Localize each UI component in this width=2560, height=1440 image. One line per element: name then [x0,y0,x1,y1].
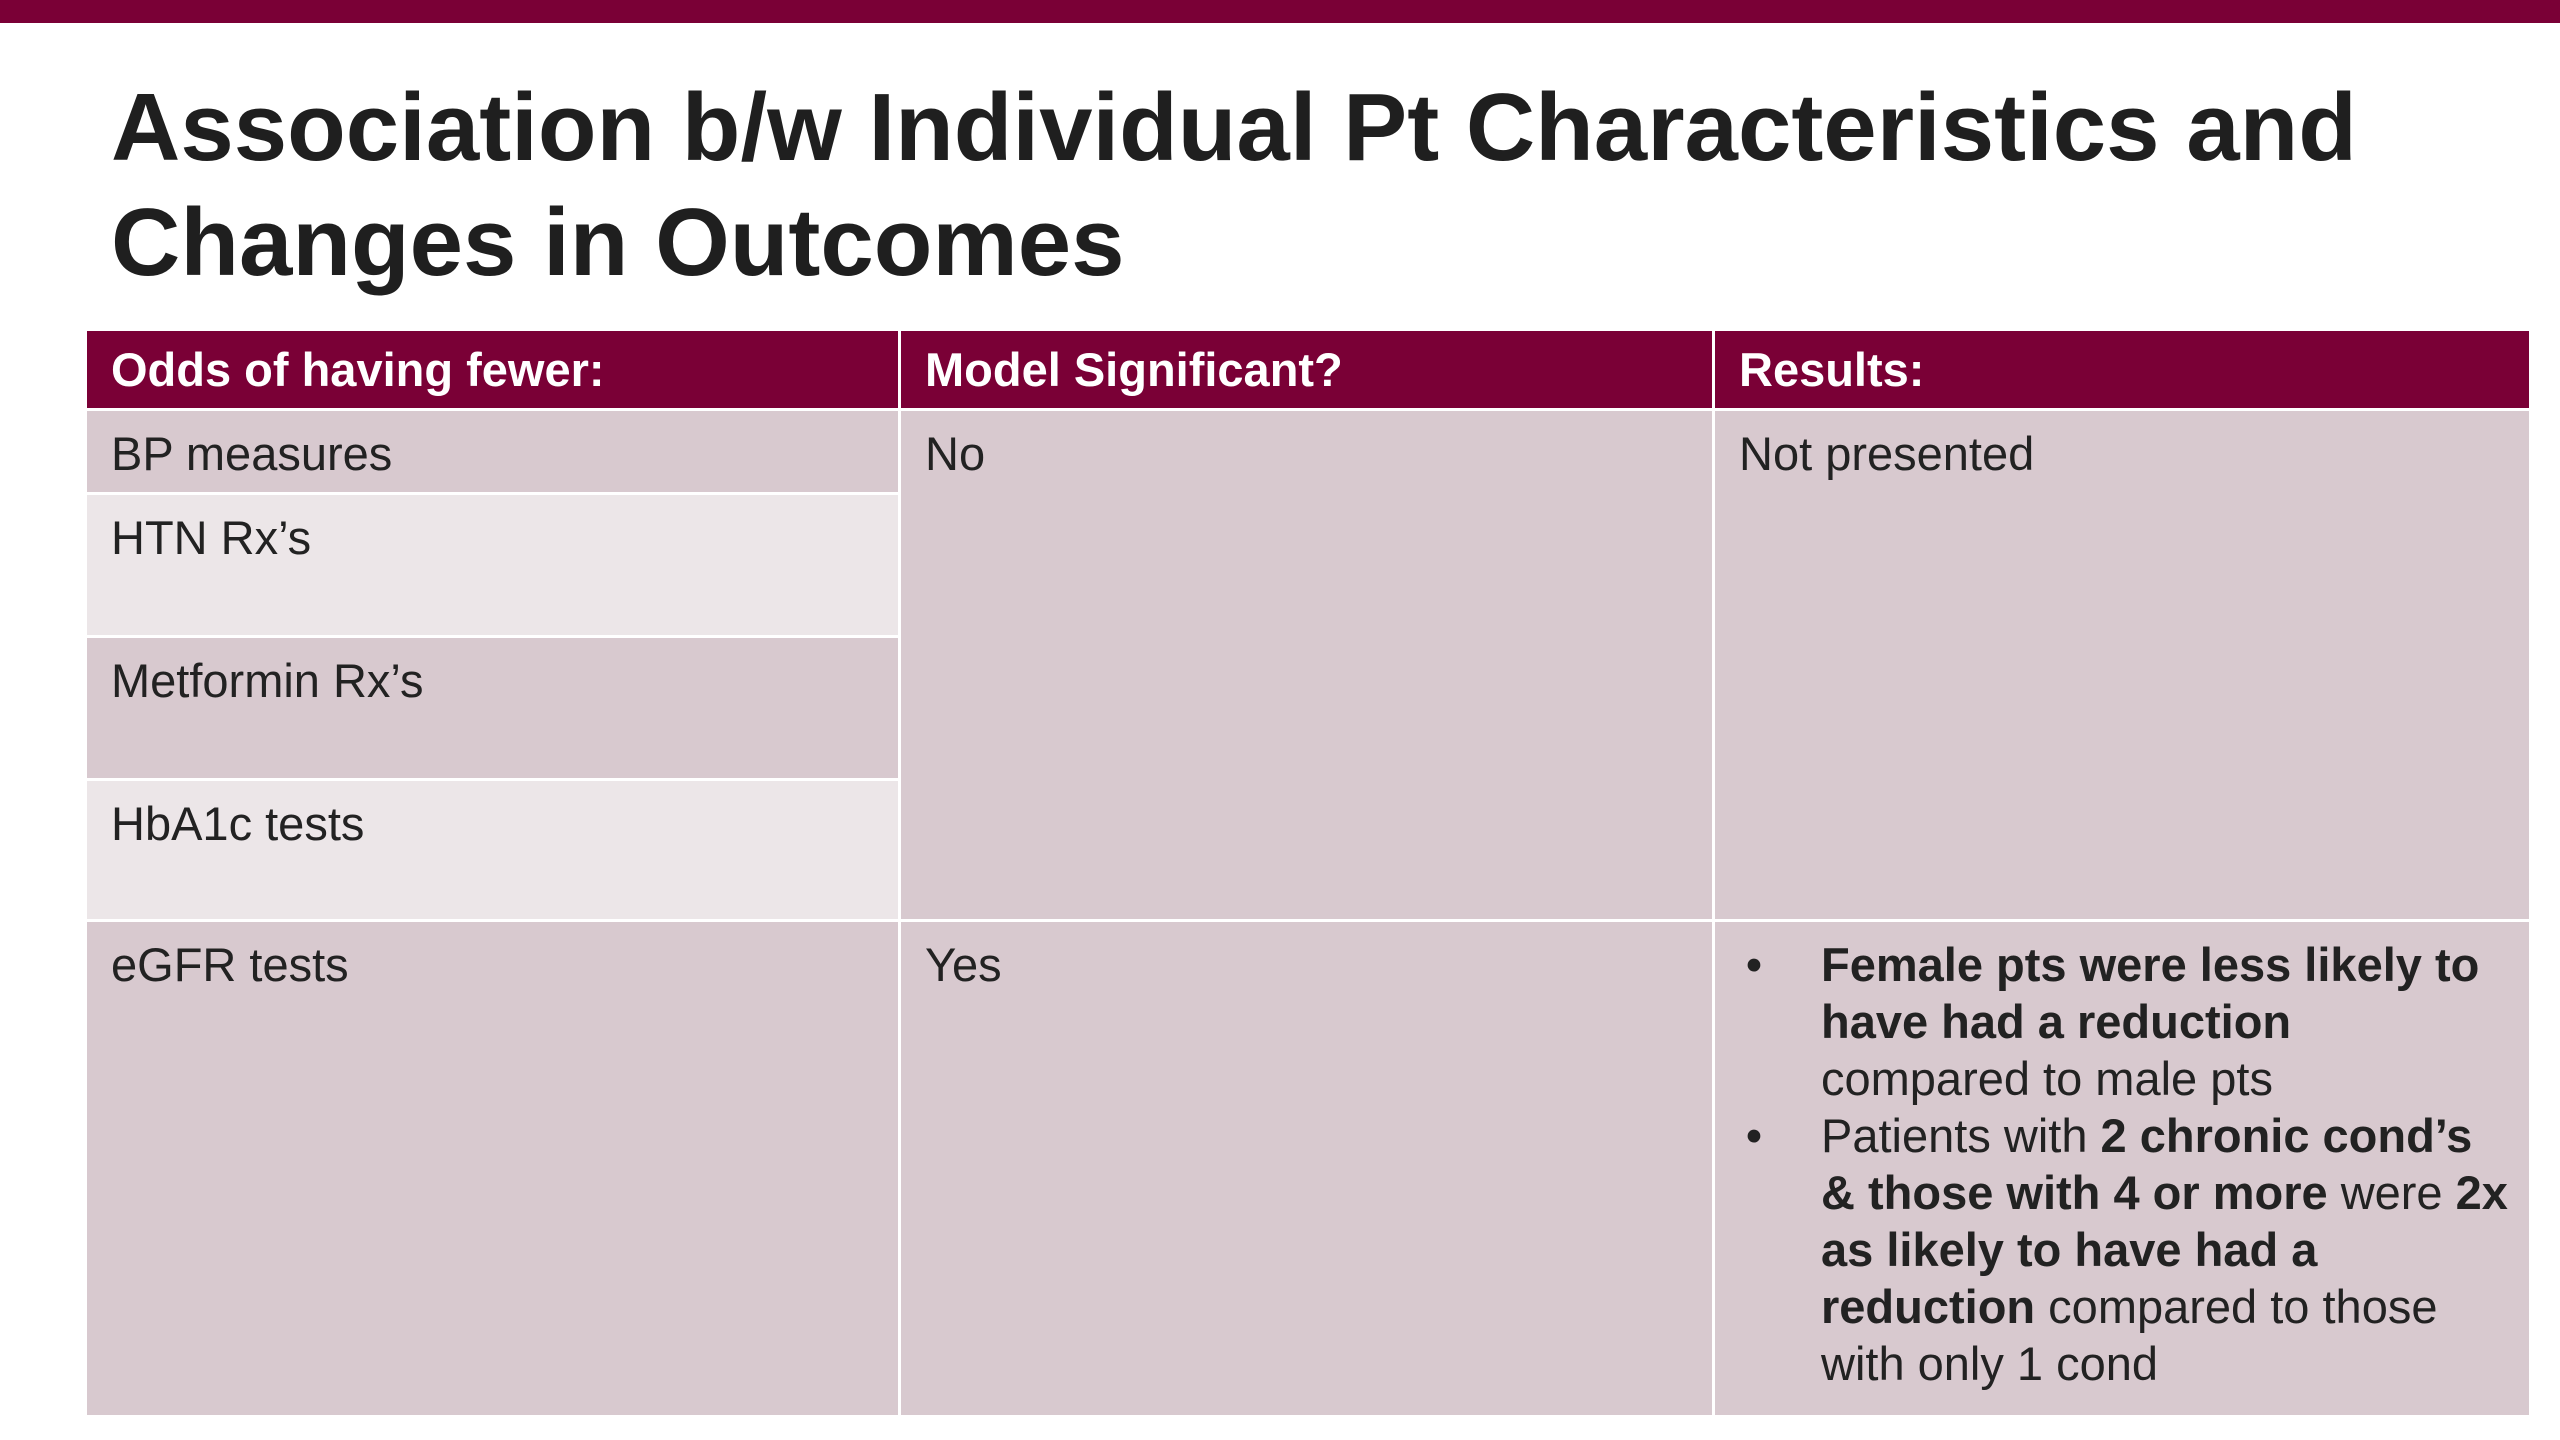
outcome-htn-rx: HTN Rx’s [87,495,898,635]
finding-2-text-3: compared to those with only 1 cond [1821,1280,2438,1390]
finding-female-pts: • Female pts were less likely to have ha… [1739,936,2509,1107]
outcome-bp-measures: BP measures [87,411,898,492]
slide-title-line-2: Changes in Outcomes [111,189,1125,296]
header-model-significant: Model Significant? [901,331,1712,408]
header-outcome: Odds of having fewer: [87,331,898,408]
slide-title-line-1: Association b/w Individual Pt Characteri… [111,74,2357,181]
bullet-icon: • [1745,938,1763,991]
outcome-egfr-tests: eGFR tests [87,922,898,1415]
outcome-hba1c-tests: HbA1c tests [87,781,898,919]
finding-1-text: compared to male pts [1821,1052,2273,1105]
finding-chronic-conditions: • Patients with 2 chronic cond’s & those… [1739,1107,2509,1392]
slide-title: Association b/w Individual Pt Characteri… [111,70,2491,300]
finding-2-text-1: Patients with [1821,1109,2101,1162]
finding-2-bold-1: 2 chronic cond’s & those with 4 or more [1821,1109,2473,1219]
outcome-metformin-rx: Metformin Rx’s [87,638,898,778]
results-not-presented-cell: Not presented [1715,411,2529,919]
bullet-icon: • [1745,1109,1763,1162]
significant-yes-cell: Yes [901,922,1712,1415]
significant-no-cell: No [901,411,1712,919]
results-findings-cell: • Female pts were less likely to have ha… [1715,922,2529,1415]
findings-list: • Female pts were less likely to have ha… [1739,936,2509,1392]
finding-1-bold: Female pts were less likely to have had … [1821,938,2480,1048]
finding-2-bold-2: 2x as likely to have had a reduction [1821,1166,2508,1333]
results-table: Odds of having fewer: Model Significant?… [87,331,2529,1415]
header-results: Results: [1715,331,2529,408]
finding-2-text-2: were [2327,1166,2456,1219]
top-accent-bar [0,0,2560,23]
